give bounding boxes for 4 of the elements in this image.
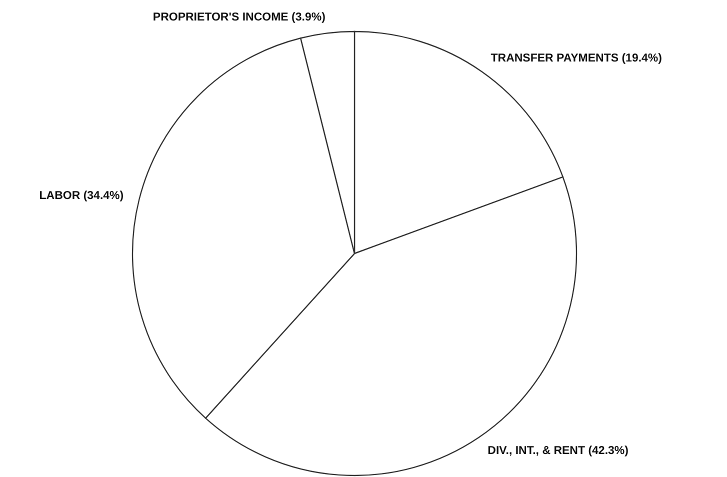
slice-label: DIV., INT., & RENT (42.3%)	[488, 444, 629, 457]
slice-label: TRANSFER PAYMENTS (19.4%)	[490, 52, 662, 64]
slice-label: LABOR (34.4%)	[39, 190, 124, 202]
slice-label: PROPRIETOR'S INCOME (3.9%)	[152, 11, 326, 24]
